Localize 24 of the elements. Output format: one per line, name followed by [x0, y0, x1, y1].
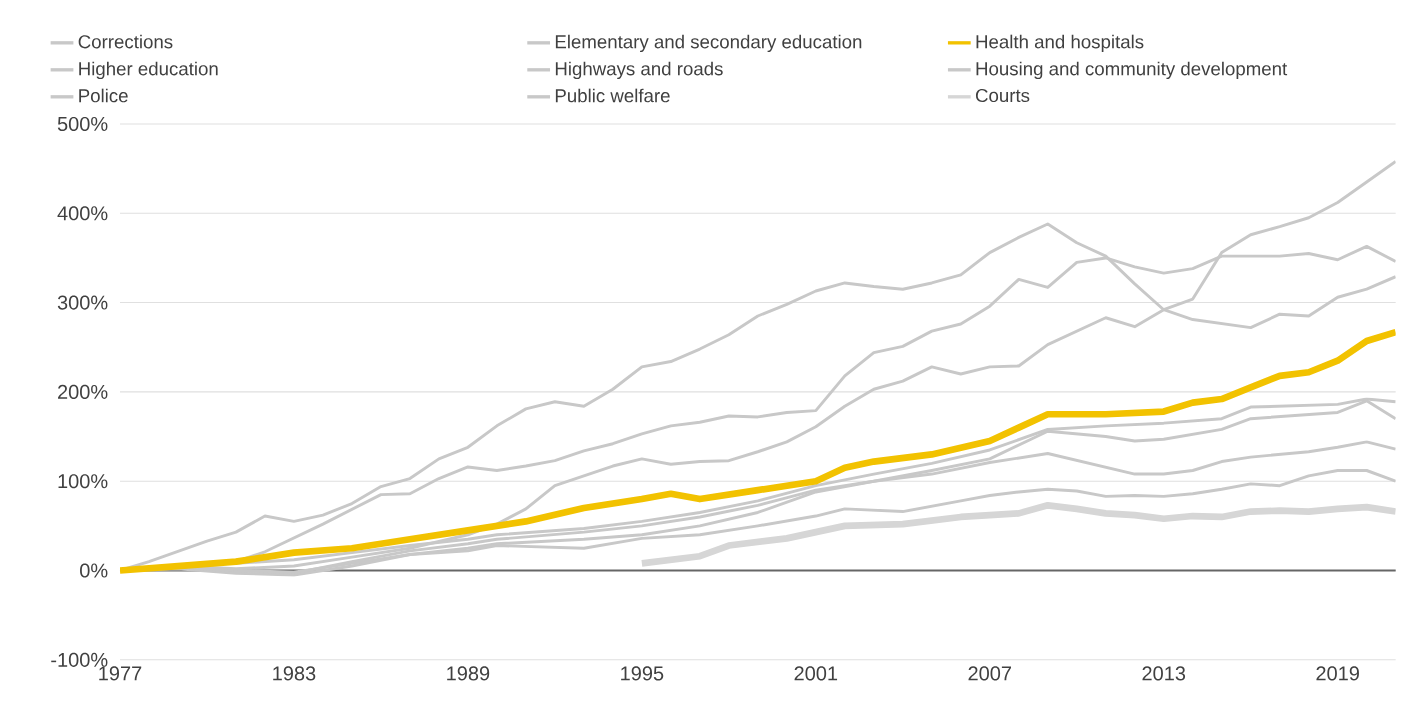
x-tick-label: 1995 [621, 666, 664, 681]
legend-label: Courts [975, 88, 1030, 103]
x-tick-label: 2001 [794, 666, 838, 681]
legend-label: Elementary and secondary education [555, 34, 862, 53]
legend-label: Health and hospitals [976, 34, 1144, 53]
legend-label: Police [79, 88, 128, 103]
y-tick-label: 400% [57, 206, 108, 221]
legend-label: Public welfare [555, 88, 670, 103]
legend-label: Highways and roads [555, 61, 723, 80]
y-tick-label: 100% [58, 474, 108, 489]
legend-label: Corrections [78, 34, 173, 49]
x-tick-label: 1977 [99, 666, 142, 681]
y-tick-label: 500% [57, 116, 108, 132]
y-tick-label: -100% [51, 652, 108, 667]
x-tick-label: 2013 [1142, 666, 1186, 681]
x-tick-label: 1983 [273, 666, 316, 681]
y-tick-label: 200% [58, 384, 108, 400]
legend-label: Housing and community development [976, 61, 1288, 80]
y-tick-label: 300% [57, 295, 108, 310]
x-tick-label: 2019 [1316, 666, 1359, 681]
x-tick-label: 1989 [447, 666, 490, 681]
x-tick-label: 2007 [968, 666, 1011, 681]
y-tick-label: 0% [80, 563, 108, 578]
legend-label: Higher education [79, 61, 218, 80]
